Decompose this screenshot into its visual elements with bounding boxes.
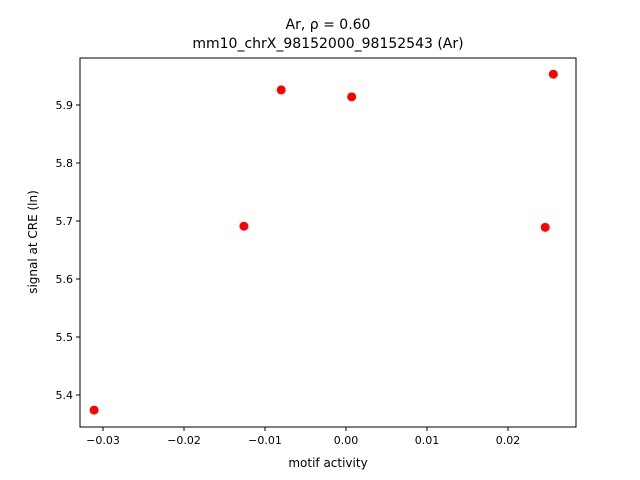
x-tick-label: 0.01 <box>415 434 440 447</box>
y-tick-label: 5.4 <box>56 389 74 402</box>
chart-subtitle: mm10_chrX_98152000_98152543 (Ar) <box>192 36 463 52</box>
x-tick-label: −0.02 <box>167 434 201 447</box>
x-axis-label: motif activity <box>288 456 367 470</box>
point <box>548 69 558 79</box>
y-tick-label: 5.6 <box>56 273 74 286</box>
point <box>89 405 99 415</box>
y-tick-label: 5.7 <box>56 215 74 228</box>
point <box>347 92 357 102</box>
y-tick-label: 5.8 <box>56 157 74 170</box>
chart-title: Ar, ρ = 0.60 <box>286 17 371 33</box>
point <box>239 221 249 231</box>
plot-frame <box>79 57 577 428</box>
point <box>540 222 550 232</box>
point <box>276 85 286 95</box>
x-tick-label: 0.00 <box>334 434 359 447</box>
y-axis-label: signal at CRE (ln) <box>26 190 40 294</box>
y-tick-label: 5.9 <box>56 99 74 112</box>
x-tick-label: 0.02 <box>496 434 521 447</box>
x-tick-label: −0.03 <box>86 434 120 447</box>
x-tick-label: −0.01 <box>248 434 282 447</box>
y-tick-label: 5.5 <box>56 331 74 344</box>
